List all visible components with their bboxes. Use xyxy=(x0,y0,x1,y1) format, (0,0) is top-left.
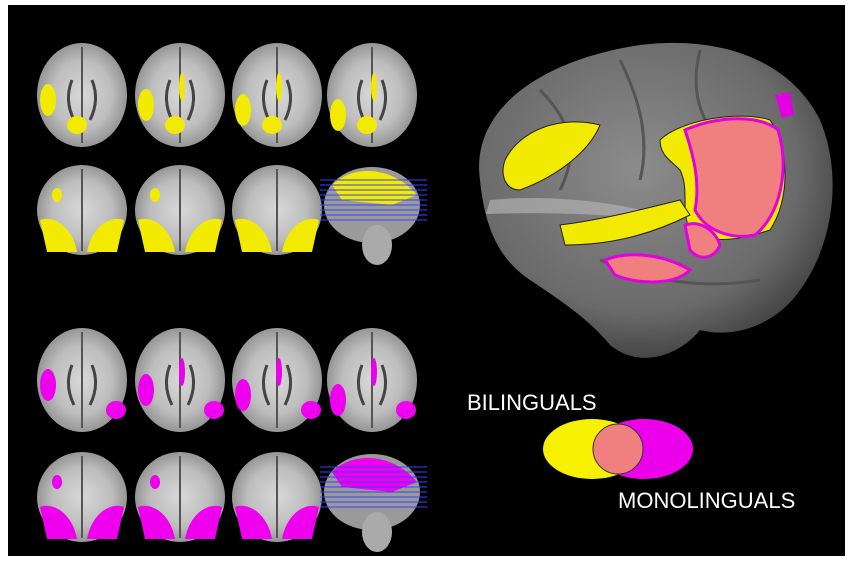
activation xyxy=(330,384,346,416)
activation-overlap xyxy=(685,119,783,237)
activation xyxy=(106,401,126,419)
activation xyxy=(330,99,346,131)
figure: BILINGUALS MONOLINGUALS xyxy=(0,0,852,564)
activation xyxy=(165,116,185,134)
activation xyxy=(262,116,282,134)
venn-overlap xyxy=(593,424,643,474)
legend-label: MONOLINGUALS xyxy=(618,488,795,513)
activation xyxy=(371,358,377,386)
activation xyxy=(150,475,160,489)
activation xyxy=(301,401,321,419)
activation xyxy=(40,84,56,116)
activation xyxy=(357,116,377,134)
activation xyxy=(204,401,224,419)
activation xyxy=(67,116,87,134)
legend-label: BILINGUALS xyxy=(467,390,597,415)
activation xyxy=(150,188,160,202)
activation xyxy=(52,188,62,202)
cerebellum xyxy=(362,225,392,265)
activation xyxy=(52,475,62,489)
activation xyxy=(40,369,56,401)
activation xyxy=(138,374,154,406)
activation xyxy=(396,401,416,419)
activation xyxy=(371,73,377,101)
activation xyxy=(235,94,251,126)
activation xyxy=(179,73,185,101)
page: BILINGUALS MONOLINGUALS (() => { const d… xyxy=(0,0,852,564)
activation xyxy=(138,89,154,121)
activation xyxy=(235,379,251,411)
activation xyxy=(179,358,185,386)
cerebellum xyxy=(362,512,392,552)
activation xyxy=(276,73,282,101)
activation xyxy=(276,358,282,386)
